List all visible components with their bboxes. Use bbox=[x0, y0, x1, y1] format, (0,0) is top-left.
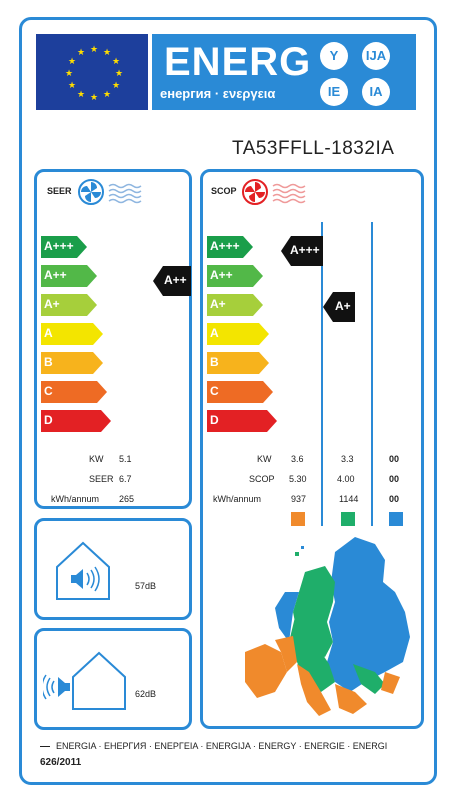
eu-stars-icon: ★ ★ ★ ★ ★ ★ ★ ★ ★ ★ ★ ★ bbox=[65, 44, 123, 102]
scop-row-scop-v2: 4.00 bbox=[337, 474, 355, 484]
scop-row-scop-v3: 00 bbox=[389, 474, 400, 484]
svg-text:★: ★ bbox=[103, 89, 111, 99]
scop-row-kw-v1: 3.6 bbox=[291, 454, 304, 464]
seer-row-seer-value: 6.7 bbox=[119, 474, 132, 484]
scop-row-kwh-v3: 00 bbox=[389, 494, 400, 504]
footer-dash bbox=[40, 746, 50, 747]
scop-class-aplus-label: A+ bbox=[210, 297, 226, 311]
svg-text:★: ★ bbox=[68, 80, 76, 90]
seer-class-b bbox=[41, 352, 103, 374]
outdoor-noise-value: 62dB bbox=[135, 689, 157, 699]
scop-title: SCOP bbox=[211, 186, 237, 196]
svg-text:★: ★ bbox=[103, 47, 111, 57]
scop-class-c-label: C bbox=[210, 384, 219, 398]
seer-class-c bbox=[41, 381, 107, 403]
seer-panel: SEER A+++ A++ A+ A B C D A++ KW 5.1 SEER… bbox=[34, 169, 192, 509]
seer-row-kwh-value: 265 bbox=[119, 494, 135, 504]
seer-class-c-label: C bbox=[44, 384, 53, 398]
svg-text:★: ★ bbox=[77, 89, 85, 99]
scop-indicator-1-arrow bbox=[281, 236, 323, 266]
lang-suffix-ia: IA bbox=[362, 78, 390, 106]
energy-word: ENERG bbox=[164, 40, 312, 84]
seer-class-a2plus bbox=[41, 265, 97, 287]
seer-class-a3plus-label: A+++ bbox=[44, 239, 74, 253]
scop-row-kwh-v2: 1144 bbox=[339, 494, 359, 504]
scop-row-scop-label: SCOP bbox=[249, 474, 275, 484]
lang-suffix-y: Y bbox=[320, 42, 348, 70]
scop-class-aplus bbox=[207, 294, 263, 316]
outdoor-noise-panel: 62dB bbox=[34, 628, 192, 730]
scop-class-a3plus bbox=[207, 236, 253, 258]
svg-text:★: ★ bbox=[112, 56, 120, 66]
scop-row-scop-v1: 5.30 bbox=[289, 474, 307, 484]
seer-indicator-label: A++ bbox=[164, 273, 187, 287]
zone-warmer-swatch bbox=[291, 512, 305, 526]
scop-row-kw-v3: 00 bbox=[389, 454, 400, 464]
scop-class-d-label: D bbox=[210, 413, 219, 427]
scop-class-b-label: B bbox=[210, 355, 219, 369]
cooling-fan-icon bbox=[78, 179, 142, 205]
svg-text:★: ★ bbox=[90, 44, 98, 54]
indoor-unit-noise-icon bbox=[56, 541, 110, 600]
scop-class-a3plus-label: A+++ bbox=[210, 239, 240, 253]
footer-regulation: 626/2011 bbox=[40, 757, 82, 768]
energy-subtitle: енергия · ενεργεια bbox=[160, 86, 276, 101]
energy-header: ENERG енергия · ενεργεια Y IJA IE IA bbox=[152, 34, 416, 110]
seer-class-d bbox=[41, 410, 111, 432]
model-number: TA53FFLL-1832IA bbox=[232, 138, 395, 159]
seer-class-aplus-label: A+ bbox=[44, 297, 60, 311]
svg-text:★: ★ bbox=[112, 80, 120, 90]
seer-row-kw-value: 5.1 bbox=[119, 454, 132, 464]
seer-class-aplus bbox=[41, 294, 97, 316]
scop-class-b bbox=[207, 352, 269, 374]
indoor-noise-panel: 57dB bbox=[34, 518, 192, 620]
lang-suffix-ija: IJA bbox=[362, 42, 390, 70]
seer-class-a-label: A bbox=[44, 326, 53, 340]
seer-row-seer-label: SEER bbox=[89, 474, 114, 484]
zone-average-swatch bbox=[341, 512, 355, 526]
seer-class-a3plus bbox=[41, 236, 87, 258]
seer-class-a bbox=[41, 323, 103, 345]
seer-row-kw-label: KW bbox=[89, 454, 104, 464]
europe-climate-map bbox=[245, 537, 410, 716]
scop-indicator-2-arrow bbox=[323, 292, 355, 322]
scop-row-kwh-label: kWh/annum bbox=[213, 494, 262, 504]
scop-class-a bbox=[207, 323, 269, 345]
scop-panel: SCOP A+++ A++ A+ A B C D A+++ A+ KW 3.6 … bbox=[200, 169, 424, 729]
scop-divider-2 bbox=[371, 222, 373, 526]
svg-text:★: ★ bbox=[68, 56, 76, 66]
seer-class-b-label: B bbox=[44, 355, 53, 369]
svg-text:★: ★ bbox=[65, 68, 73, 78]
scop-class-a2plus bbox=[207, 265, 263, 287]
scop-class-a2plus-label: A++ bbox=[210, 268, 233, 282]
seer-class-a2plus-label: A++ bbox=[44, 268, 67, 282]
scop-divider-1 bbox=[321, 222, 323, 526]
scop-row-kw-label: KW bbox=[257, 454, 272, 464]
zone-colder-swatch bbox=[389, 512, 403, 526]
scop-class-d bbox=[207, 410, 277, 432]
scop-row-kw-v2: 3.3 bbox=[341, 454, 354, 464]
svg-text:★: ★ bbox=[115, 68, 123, 78]
seer-row-kwh-label: kWh/annum bbox=[51, 494, 100, 504]
scop-indicator-2-label: A+ bbox=[335, 299, 351, 313]
scop-row-kwh-v1: 937 bbox=[291, 494, 307, 504]
indoor-noise-value: 57dB bbox=[135, 581, 157, 591]
scop-class-c bbox=[207, 381, 273, 403]
seer-title: SEER bbox=[47, 186, 72, 196]
heating-fan-icon bbox=[242, 179, 306, 205]
outdoor-unit-noise-icon bbox=[43, 651, 126, 710]
svg-text:★: ★ bbox=[90, 92, 98, 102]
seer-indicator-arrow bbox=[153, 266, 191, 296]
lang-suffix-ie: IE bbox=[320, 78, 348, 106]
footer-energy-languages: ENERGIA · ЕНЕРГИЯ · ΕΝΕΡΓΕΙΑ · ENERGIJA … bbox=[56, 741, 388, 751]
svg-text:★: ★ bbox=[77, 47, 85, 57]
scop-indicator-1-label: A+++ bbox=[290, 243, 320, 257]
seer-class-d-label: D bbox=[44, 413, 53, 427]
eu-flag: ★ ★ ★ ★ ★ ★ ★ ★ ★ ★ ★ ★ bbox=[36, 34, 148, 110]
scop-class-a-label: A bbox=[210, 326, 219, 340]
